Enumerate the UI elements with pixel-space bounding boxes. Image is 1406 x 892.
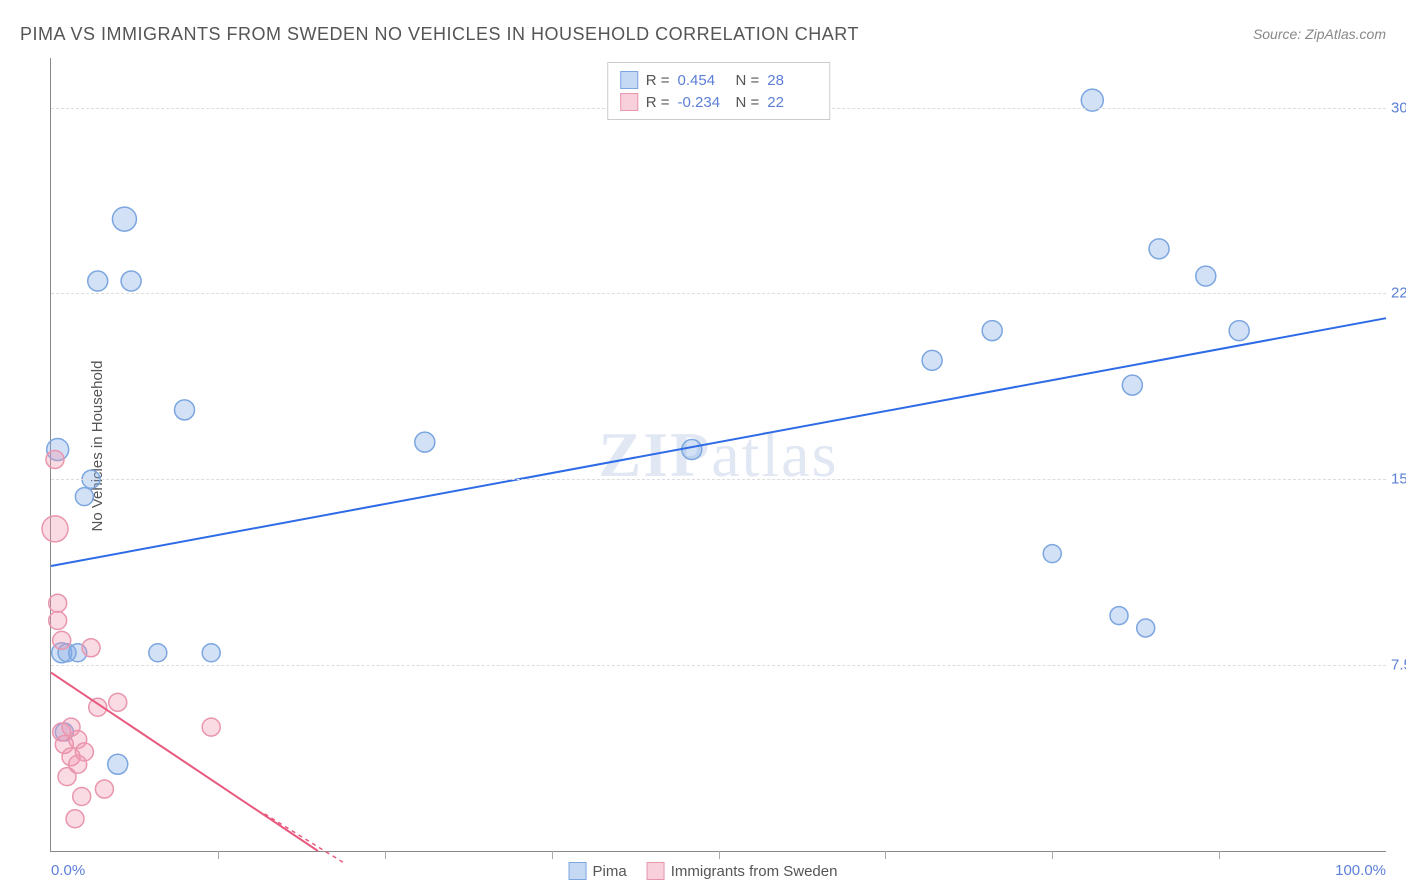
scatter-point — [108, 754, 128, 774]
scatter-point — [46, 450, 64, 468]
scatter-point — [49, 594, 67, 612]
legend-r-label: R = — [646, 72, 670, 89]
scatter-point — [1149, 239, 1169, 259]
x-tick — [552, 851, 553, 859]
scatter-point — [82, 639, 100, 657]
chart-source: Source: ZipAtlas.com — [1253, 26, 1386, 42]
scatter-point — [1122, 375, 1142, 395]
chart-container: PIMA VS IMMIGRANTS FROM SWEDEN NO VEHICL… — [0, 0, 1406, 892]
swatch-pima — [620, 71, 638, 89]
x-tick — [1052, 851, 1053, 859]
legend-n-value-sweden: 22 — [767, 94, 817, 111]
x-tick-label: 0.0% — [51, 862, 85, 879]
scatter-point — [95, 780, 113, 798]
scatter-point — [121, 271, 141, 291]
series-legend: Pima Immigrants from Sweden — [569, 862, 838, 880]
trend-line — [51, 318, 1386, 566]
x-tick — [1219, 851, 1220, 859]
scatter-point — [1110, 607, 1128, 625]
legend-row-sweden: R = -0.234 N = 22 — [620, 91, 818, 113]
scatter-point — [982, 321, 1002, 341]
scatter-point — [415, 432, 435, 452]
legend-label-pima: Pima — [593, 863, 627, 880]
plot-area: ZIPatlas R = 0.454 N = 28 R = -0.234 N =… — [50, 58, 1386, 852]
scatter-point — [149, 644, 167, 662]
swatch-pima-icon — [569, 862, 587, 880]
x-tick — [218, 851, 219, 859]
trend-line-dashed — [265, 814, 345, 864]
x-tick — [885, 851, 886, 859]
swatch-sweden — [620, 93, 638, 111]
y-tick-label: 7.5% — [1391, 657, 1406, 674]
chart-title: PIMA VS IMMIGRANTS FROM SWEDEN NO VEHICL… — [20, 24, 859, 45]
legend-item-sweden: Immigrants from Sweden — [647, 862, 838, 880]
swatch-sweden-icon — [647, 862, 665, 880]
legend-label-sweden: Immigrants from Sweden — [671, 863, 838, 880]
legend-r-label: R = — [646, 94, 670, 111]
scatter-point — [1229, 321, 1249, 341]
y-tick-label: 30.0% — [1391, 99, 1406, 116]
scatter-point — [202, 718, 220, 736]
y-tick-label: 22.5% — [1391, 285, 1406, 302]
scatter-point — [922, 350, 942, 370]
scatter-point — [66, 810, 84, 828]
x-tick — [385, 851, 386, 859]
y-tick-label: 15.0% — [1391, 471, 1406, 488]
legend-row-pima: R = 0.454 N = 28 — [620, 69, 818, 91]
scatter-point — [109, 693, 127, 711]
scatter-point — [73, 787, 91, 805]
correlation-legend: R = 0.454 N = 28 R = -0.234 N = 22 — [607, 62, 831, 120]
gridline — [51, 479, 1386, 480]
gridline — [51, 665, 1386, 666]
scatter-point — [1043, 545, 1061, 563]
legend-item-pima: Pima — [569, 862, 627, 880]
scatter-point — [202, 644, 220, 662]
legend-n-label: N = — [736, 94, 760, 111]
x-tick-label: 100.0% — [1335, 862, 1386, 879]
scatter-point — [75, 743, 93, 761]
legend-r-value-sweden: -0.234 — [678, 94, 728, 111]
legend-n-label: N = — [736, 72, 760, 89]
scatter-point — [53, 631, 71, 649]
scatter-point — [75, 488, 93, 506]
trend-line — [51, 673, 318, 851]
scatter-point — [682, 440, 702, 460]
scatter-point — [112, 207, 136, 231]
scatter-point — [1137, 619, 1155, 637]
scatter-point — [49, 612, 67, 630]
scatter-point — [42, 516, 68, 542]
scatter-point — [1196, 266, 1216, 286]
gridline — [51, 293, 1386, 294]
scatter-point — [175, 400, 195, 420]
scatter-plot-svg — [51, 58, 1386, 851]
scatter-point — [88, 271, 108, 291]
legend-n-value-pima: 28 — [767, 72, 817, 89]
x-tick — [719, 851, 720, 859]
legend-r-value-pima: 0.454 — [678, 72, 728, 89]
